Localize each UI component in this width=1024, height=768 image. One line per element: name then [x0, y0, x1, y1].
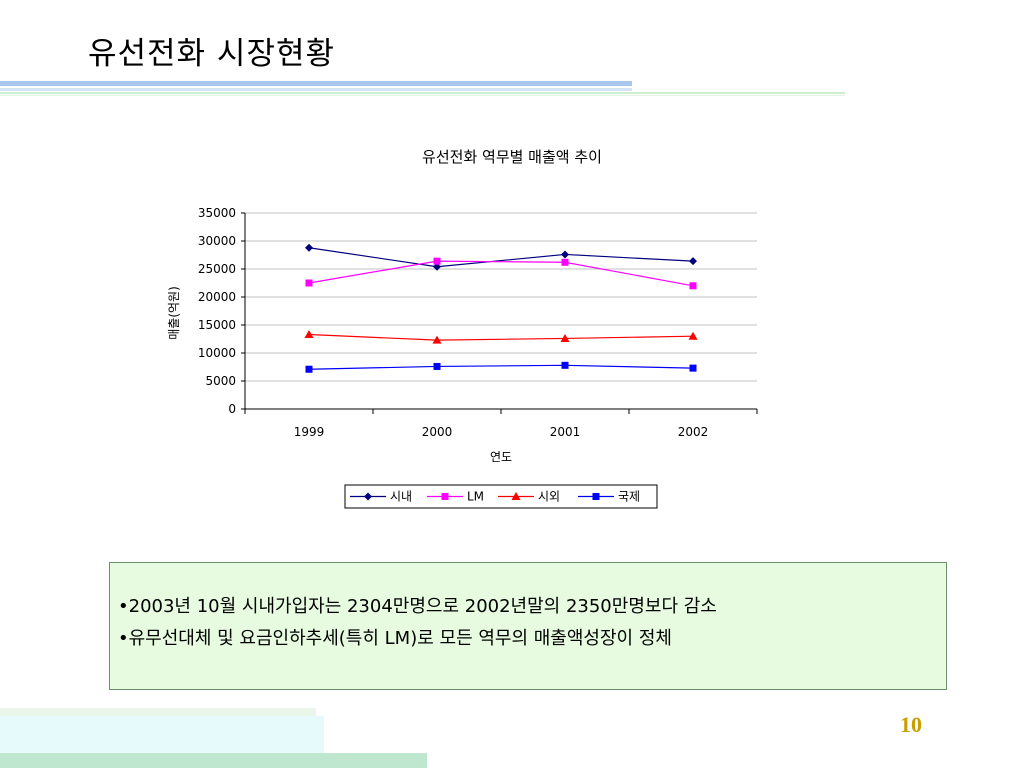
footer-bar-green [0, 753, 427, 768]
x-tick-labels: 1999 2000 2001 2002 [294, 425, 709, 439]
chart-legend: 시내 LM 시외 국제 [344, 484, 658, 509]
legend-label: LM [467, 490, 484, 504]
data-point [305, 279, 313, 287]
x-tick-label: 2002 [678, 425, 709, 439]
legend-item: 시외 [498, 490, 560, 504]
page-number: 10 [900, 712, 922, 737]
chart-series [304, 243, 698, 373]
y-tick-label: 5000 [205, 374, 236, 388]
data-point [560, 333, 570, 342]
data-point [441, 493, 449, 500]
header-rule-green-2 [0, 95, 845, 96]
series-line [308, 364, 694, 370]
series-시내 [305, 243, 697, 271]
y-tick-label: 15000 [198, 318, 236, 332]
series-line [308, 260, 694, 287]
data-point [304, 330, 314, 339]
data-point [689, 257, 697, 266]
y-tick-label: 20000 [198, 290, 236, 304]
x-tick-label: 2000 [422, 425, 453, 439]
x-axis-label: 연도 [490, 450, 512, 464]
chart-grid [245, 212, 757, 409]
header-rule-light [0, 88, 632, 91]
legend-item: LM [427, 490, 484, 504]
legend-label: 국제 [618, 490, 640, 504]
data-point [433, 262, 441, 271]
data-point [305, 243, 313, 252]
series-시외 [304, 330, 698, 344]
series-국제 [305, 361, 697, 373]
legend-item: 국제 [578, 490, 640, 504]
data-point [305, 365, 313, 373]
data-point [561, 250, 569, 259]
y-axis-label: 매출(억원) [167, 286, 181, 340]
legend-label: 시외 [538, 490, 560, 504]
data-point [511, 492, 521, 500]
chart-axes [241, 212, 758, 414]
note-line-2: •유무선대체 및 요금인하추세(특히 LM)로 모든 역무의 매출액성장이 정체 [118, 628, 672, 649]
header-rule-blue [0, 81, 632, 86]
y-tick-labels: 0 5000 10000 15000 20000 25000 30000 35000 [198, 206, 236, 416]
series-LM [305, 257, 697, 290]
data-point [433, 257, 441, 265]
slide-title: 유선전화 시장현황 [88, 36, 336, 72]
header-rule-green [0, 92, 845, 94]
y-tick-label: 35000 [198, 206, 236, 220]
y-tick-label: 30000 [198, 234, 236, 248]
data-point [432, 335, 442, 344]
footer-block-cyan [0, 716, 324, 754]
data-point [689, 282, 697, 290]
note-line-1: •2003년 10월 시내가입자는 2304만명으로 2002년말의 2350만… [118, 596, 717, 617]
y-tick-label: 25000 [198, 262, 236, 276]
x-tick-label: 2001 [550, 425, 581, 439]
series-line [308, 333, 694, 341]
legend-item: 시내 [350, 490, 412, 504]
x-tick-label: 1999 [294, 425, 325, 439]
data-point [689, 364, 697, 372]
data-point [561, 258, 569, 266]
data-point [364, 492, 372, 501]
legend-label: 시내 [390, 490, 412, 504]
data-point [433, 362, 441, 370]
chart-title: 유선전화 역무별 매출액 추이 [422, 148, 602, 166]
line-chart: 0 5000 10000 15000 20000 25000 30000 35000 1999… [167, 206, 758, 509]
plot-area [245, 213, 757, 409]
y-tick-label: 10000 [198, 346, 236, 360]
notes-box: •2003년 10월 시내가입자는 2304만명으로 2002년말의 2350만… [109, 562, 947, 690]
data-point [561, 361, 569, 369]
data-point [592, 493, 600, 500]
series-line [308, 247, 694, 268]
y-tick-label: 0 [228, 402, 236, 416]
data-point [688, 331, 698, 340]
